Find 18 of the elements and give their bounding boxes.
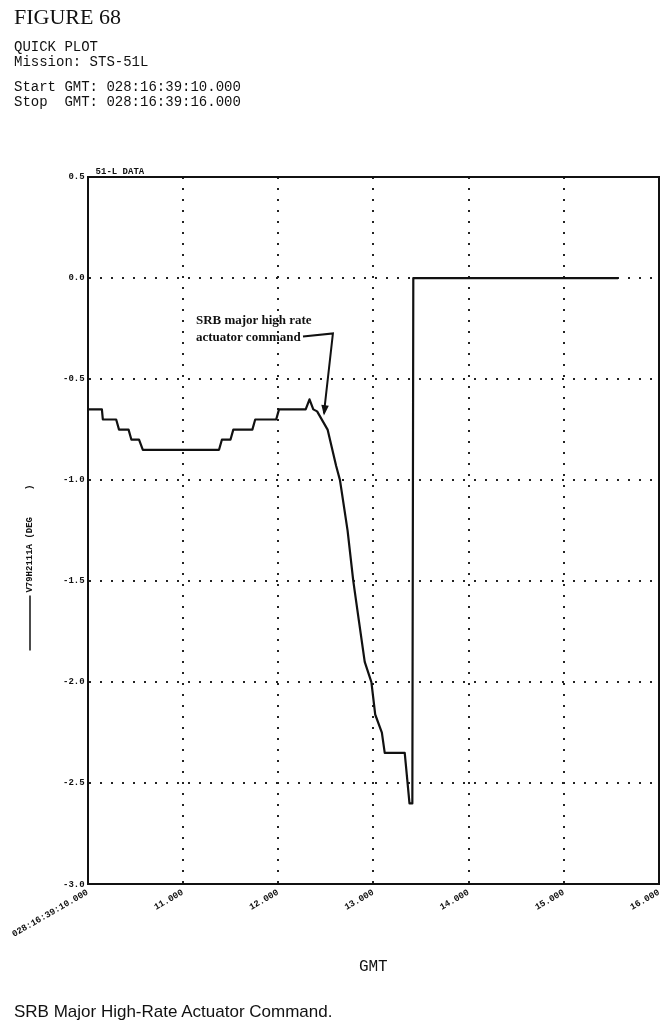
y-tick-label: 0.0 <box>68 273 85 284</box>
text: Start GMT: 028:16:39:10.000 <box>14 79 241 95</box>
text: SRB Major High-Rate Actuator Command. <box>14 1002 333 1022</box>
chart-title: FIGURE 68 <box>14 4 122 30</box>
text: Mission: STS-51L <box>14 54 150 70</box>
x-axis-title: GMT <box>358 957 388 976</box>
text: Stop GMT: 028:16:39:16.000 <box>14 94 241 110</box>
y-tick-label: -3.0 <box>62 879 85 890</box>
text: V79H2111A (DEG ) <box>25 484 36 593</box>
text: 51-L DATA <box>95 166 145 177</box>
y-tick-label: -2.0 <box>62 677 85 688</box>
y-tick-label: -2.5 <box>62 778 85 789</box>
y-tick-label: 0.5 <box>68 172 85 183</box>
annotation: SRB major high rate actuator command <box>195 312 312 345</box>
chart-subtitle: QUICK PLOT <box>14 39 99 55</box>
y-tick-label: -1.5 <box>62 576 85 587</box>
y-tick-label: -0.5 <box>62 374 85 385</box>
y-tick-label: -1.0 <box>62 475 85 486</box>
